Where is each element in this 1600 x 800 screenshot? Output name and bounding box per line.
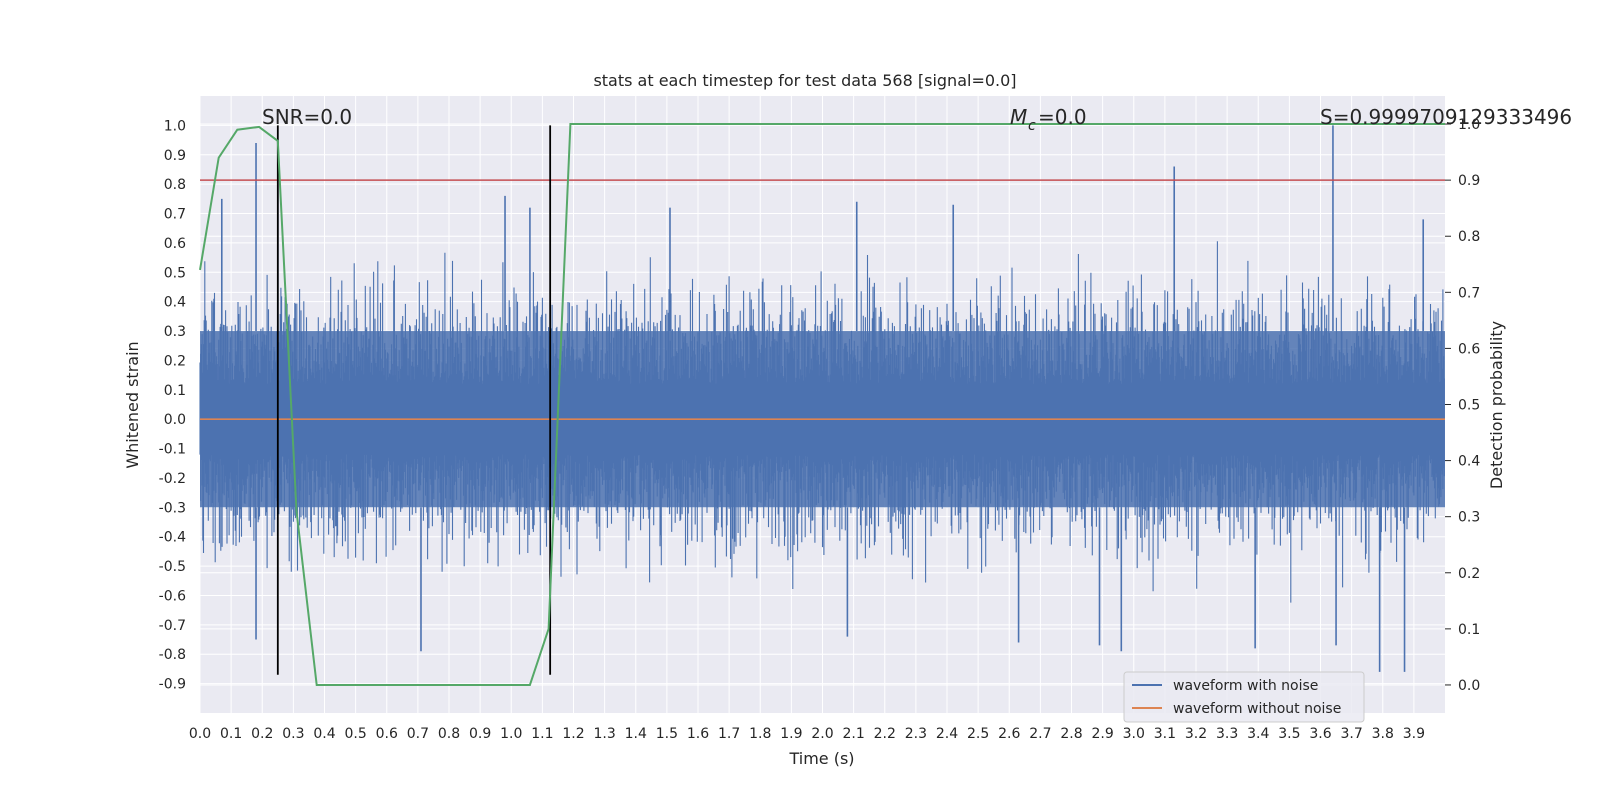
- snr-annotation: SNR=0.0: [262, 105, 352, 129]
- x-tick-label: 1.6: [687, 726, 709, 742]
- axis-ticks: 0.0 0.1 0.2 0.3 0.4 0.5 0.6 0.7 0.8 0.9 1.0 1.1 1.2 1…: [159, 117, 1481, 742]
- y-right-tick-label: 0.1: [1458, 622, 1480, 638]
- y-left-tick-label: 0.3: [164, 324, 186, 340]
- y-left-tick-label: -0.2: [159, 471, 186, 487]
- y-left-tick-label: -0.9: [159, 677, 186, 693]
- y-right-tick-label: 0.9: [1458, 173, 1480, 189]
- y-left-tick-label: -0.8: [159, 647, 186, 663]
- x-tick-label: 2.0: [811, 726, 833, 742]
- y-left-tick-label: 1.0: [164, 118, 186, 134]
- y-left-tick-label: -0.3: [159, 500, 186, 516]
- s-annotation: S=0.9999709129333496: [1320, 105, 1572, 129]
- x-tick-label: 3.9: [1403, 726, 1425, 742]
- x-tick-label: 0.9: [469, 726, 491, 742]
- x-tick-label: 1.4: [625, 726, 647, 742]
- y-right-tick-label: 0.3: [1458, 510, 1480, 526]
- legend-box: [1123, 671, 1365, 723]
- x-tick-label: 3.1: [1154, 726, 1176, 742]
- x-tick-label: 2.6: [998, 726, 1020, 742]
- x-tick-label: 3.5: [1278, 726, 1300, 742]
- y-left-tick-label: 0.6: [164, 236, 186, 252]
- y-left-tick-label: 0.5: [164, 265, 186, 281]
- x-tick-label: 1.7: [718, 726, 740, 742]
- x-tick-label: 1.0: [500, 726, 522, 742]
- x-tick-label: 2.8: [1060, 726, 1082, 742]
- x-tick-label: 3.6: [1309, 726, 1331, 742]
- x-tick-label: 1.5: [656, 726, 678, 742]
- y-right-tick-label: 0.8: [1458, 229, 1480, 245]
- x-tick-label: 2.4: [936, 726, 958, 742]
- x-tick-label: 3.2: [1185, 726, 1207, 742]
- y-right-tick-label: 0.4: [1458, 454, 1480, 470]
- y-right-tick-label: 0.5: [1458, 398, 1480, 414]
- x-tick-label: 3.7: [1340, 726, 1362, 742]
- x-tick-label: 0.8: [438, 726, 460, 742]
- x-tick-label: 3.3: [1216, 726, 1238, 742]
- detection-probability-line: [199, 123, 1445, 686]
- x-tick-label: 2.9: [1091, 726, 1113, 742]
- x-tick-label: 0.5: [344, 726, 366, 742]
- y-axis-right-label: Detection probability: [1487, 321, 1506, 489]
- x-tick-label: 3.8: [1372, 726, 1394, 742]
- y-right-tick-label: 0.2: [1458, 566, 1480, 582]
- y-left-tick-label: -0.4: [159, 530, 186, 546]
- x-tick-label: 2.7: [1029, 726, 1051, 742]
- y-right-tick-label: 0.7: [1458, 285, 1480, 301]
- y-right-tick-label: 0.0: [1458, 678, 1480, 694]
- x-tick-label: 1.1: [531, 726, 553, 742]
- x-tick-label: 0.3: [282, 726, 304, 742]
- y-right-tick-label: 0.6: [1458, 341, 1480, 357]
- x-tick-label: 2.3: [905, 726, 927, 742]
- y-left-tick-label: 0.2: [164, 353, 186, 369]
- y-left-tick-label: 0.9: [164, 148, 186, 164]
- x-tick-label: 2.5: [967, 726, 989, 742]
- x-tick-label: 0.1: [220, 726, 242, 742]
- x-tick-label: 0.4: [313, 726, 335, 742]
- y-axis-left-label: Whitened strain: [123, 341, 142, 468]
- mc-subscript: c: [1028, 118, 1036, 134]
- x-tick-label: 1.2: [562, 726, 584, 742]
- x-tick-label: 3.0: [1123, 726, 1145, 742]
- mc-annotation: M c =0.0: [1010, 105, 1087, 134]
- overlay-lines: [199, 123, 1445, 686]
- y-left-tick-label: -0.7: [159, 618, 186, 634]
- y-left-tick-label: -0.5: [159, 559, 186, 575]
- y-left-tick-label: 0.4: [164, 295, 186, 311]
- mc-value: =0.0: [1038, 105, 1087, 129]
- y-left-tick-label: 0.7: [164, 207, 186, 223]
- chart-title: stats at each timestep for test data 568…: [593, 71, 1016, 90]
- x-tick-label: 0.2: [251, 726, 273, 742]
- x-tick-label: 2.1: [842, 726, 864, 742]
- x-axis-label: Time (s): [788, 749, 854, 768]
- y-left-tick-label: -0.1: [159, 442, 186, 458]
- y-left-tick-label: 0.0: [164, 412, 186, 428]
- x-tick-label: 1.8: [749, 726, 771, 742]
- x-tick-label: 3.4: [1247, 726, 1269, 742]
- legend-label-noisy: waveform with noise: [1173, 678, 1318, 694]
- x-tick-label: 0.7: [407, 726, 429, 742]
- legend: waveform with noise waveform without noi…: [1123, 671, 1365, 723]
- x-tick-label: 1.3: [593, 726, 615, 742]
- legend-label-clean: waveform without noise: [1173, 701, 1341, 717]
- y-left-tick-label: 0.8: [164, 177, 186, 193]
- x-tick-label: 0.6: [376, 726, 398, 742]
- y-left-tick-label: -0.6: [159, 588, 186, 604]
- mc-symbol: M: [1010, 105, 1027, 129]
- x-tick-label: 1.9: [780, 726, 802, 742]
- x-tick-label: 0.0: [189, 726, 211, 742]
- x-tick-label: 2.2: [874, 726, 896, 742]
- y-right-tick-label: 1.0: [1458, 117, 1480, 133]
- y-left-tick-label: 0.1: [164, 383, 186, 399]
